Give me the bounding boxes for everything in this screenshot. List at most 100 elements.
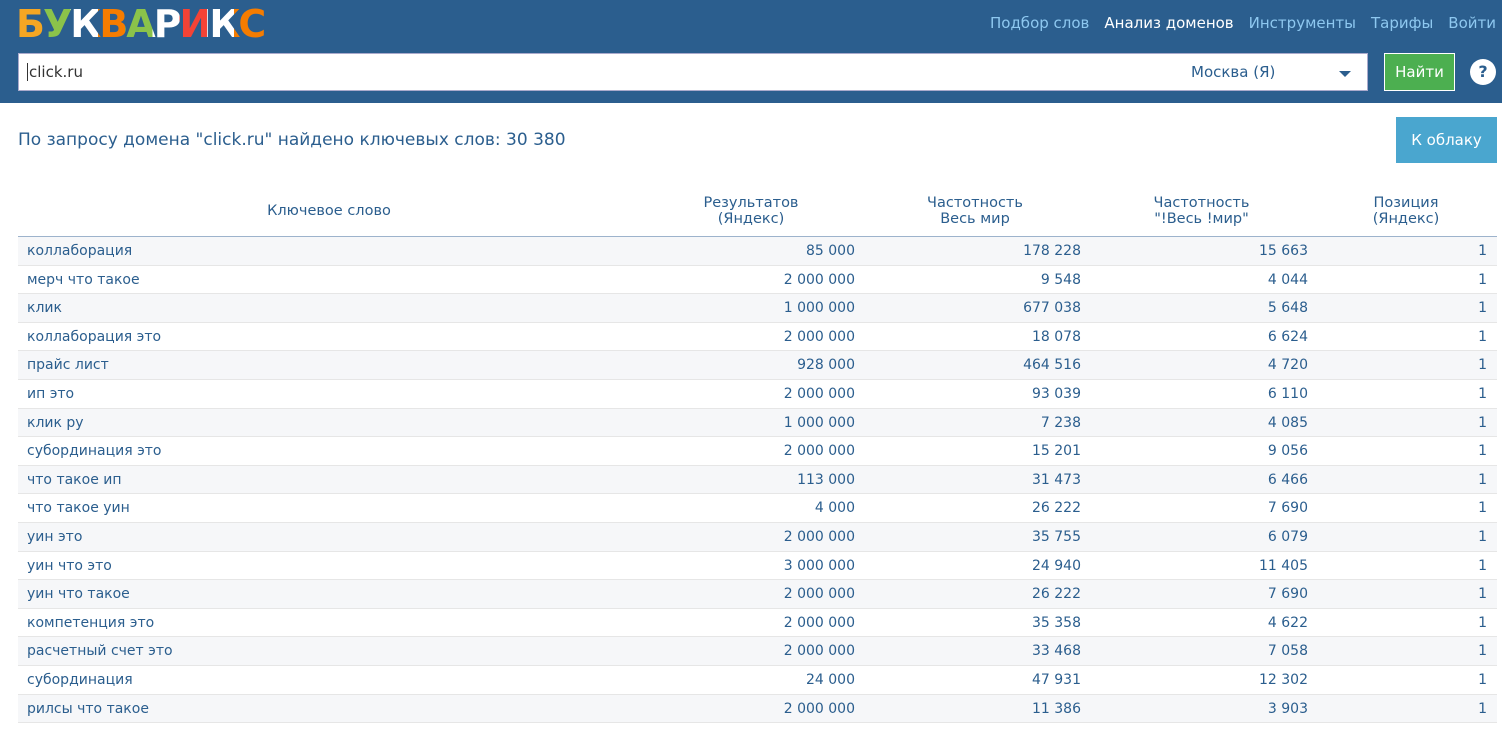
keyword-cell[interactable]: коллаборация [27,243,133,259]
value-cell: 113 000 [797,471,855,488]
value-cell: 4 085 [1267,414,1308,431]
keyword-cell[interactable]: уин это [27,528,83,545]
column-header[interactable]: Результатов (Яндекс) [703,194,799,227]
value-cell: 2 000 000 [783,614,855,631]
value-cell: 464 516 [1023,357,1081,374]
value-cell: 1 [1478,271,1487,288]
value-cell: 2 000 000 [783,443,855,460]
value-cell: 9 056 [1267,443,1308,460]
region-select[interactable]: Москва (Я) [1191,63,1276,81]
value-cell: 2 000 000 [783,643,855,660]
value-cell: 4 720 [1267,357,1308,374]
keyword-cell[interactable]: рилсы что такое [27,700,149,717]
keyword-cell[interactable]: субординация [27,671,133,688]
value-cell: 9 548 [1040,271,1081,288]
value-cell: 1 [1478,700,1487,717]
value-cell: 2 000 000 [783,385,855,402]
value-cell: 11 386 [1032,700,1081,717]
value-cell: 1 [1478,671,1487,688]
value-cell: 7 690 [1267,586,1308,603]
value-cell: 1 [1478,385,1487,402]
dropdown-arrow[interactable] [1339,71,1351,77]
keyword-cell[interactable]: прайс лист [27,357,109,374]
value-cell: 12 302 [1259,671,1308,688]
value-cell: 24 940 [1032,557,1081,574]
table-row: компетенция это 2 000 000 35 358 4 622 1 [18,609,1497,638]
keyword-cell[interactable]: уин что такое [27,586,130,603]
cloud-button[interactable]: К облаку [1396,117,1497,163]
nav-link[interactable]: Войти [1448,14,1496,32]
table-row: клик 1 000 000 677 038 5 648 1 [18,294,1497,323]
value-cell: 1 [1478,300,1487,317]
value-cell: 33 468 [1032,643,1081,660]
value-cell: 2 000 000 [783,528,855,545]
keyword-cell[interactable]: ип это [27,385,75,402]
nav: Подбор слов Анализ доменов Инструменты Тари… [990,14,1496,32]
search-input[interactable]: click.ru Москва (Я) [18,53,1368,91]
value-cell: 7 690 [1267,500,1308,517]
keyword-cell[interactable]: мерч что такое [27,271,140,288]
column-header[interactable]: Частотность Весь мир [927,194,1023,227]
keyword-cell[interactable]: компетенция это [27,614,155,631]
table-row: субординация 24 000 47 931 12 302 1 [18,666,1497,695]
table-row: субординация это 2 000 000 15 201 9 056 1 [18,437,1497,466]
table-row: уин что это 3 000 000 24 940 11 405 1 [18,552,1497,581]
value-cell: 35 755 [1032,528,1081,545]
value-cell: 1 [1478,471,1487,488]
value-cell: 1 [1478,643,1487,660]
value-cell: 6 110 [1267,385,1308,402]
nav-link[interactable]: Анализ доменов [1104,14,1234,32]
value-cell: 24 000 [806,671,855,688]
header: БУКВАРИКС Подбор слов Анализ доменов Инстр… [0,0,1502,103]
table-row: рилсы что такое 2 000 000 11 386 3 903 1 [18,694,1497,724]
value-cell: 928 000 [797,357,855,374]
value-cell: 1 [1478,443,1487,460]
value-cell: 1 [1478,414,1487,431]
value-cell: 1 [1478,614,1487,631]
value-cell: 93 039 [1032,385,1081,402]
keyword-cell[interactable]: субординация это [27,443,162,460]
value-cell: 1 [1478,586,1487,603]
keyword-cell[interactable]: что такое ип [27,471,122,488]
value-cell: 677 038 [1023,300,1081,317]
column-header[interactable]: Частотность "!Весь !мир" [1153,194,1250,227]
nav-link[interactable]: Подбор слов [989,14,1090,32]
keyword-cell[interactable]: клик [27,300,62,317]
value-cell: 1 000 000 [783,414,855,431]
table-row: мерч что такое 2 000 000 9 548 4 044 1 [18,266,1497,295]
value-cell: 7 238 [1040,414,1081,431]
value-cell: 6 079 [1267,528,1308,545]
value-cell: 1 [1478,528,1487,545]
value-cell: 2 000 000 [783,271,855,288]
table-row: ип это 2 000 000 93 039 6 110 1 [18,380,1497,409]
value-cell: 1 [1478,357,1487,374]
value-cell: 4 044 [1267,271,1308,288]
value-cell: 26 222 [1032,586,1081,603]
nav-link[interactable]: Тарифы [1371,14,1434,32]
value-cell: 6 466 [1267,471,1308,488]
table-row: что такое уин 4 000 26 222 7 690 1 [18,494,1497,523]
keyword-cell[interactable]: клик ру [27,414,84,431]
column-header[interactable]: Ключевое слово [267,202,391,219]
table-row: коллаборация это 2 000 000 18 078 6 624 1 [18,323,1497,352]
value-cell: 35 358 [1032,614,1081,631]
column-header[interactable]: Позиция (Яндекс) [1372,194,1440,227]
keyword-cell[interactable]: что такое уин [27,500,130,517]
value-cell: 15 663 [1259,243,1308,259]
nav-link[interactable]: Инструменты [1248,14,1356,32]
value-cell: 2 000 000 [783,328,855,345]
value-cell: 15 201 [1032,443,1081,460]
help-button[interactable]: ? [1470,59,1496,85]
query-text: click.ru [27,63,83,81]
logo[interactable]: БУКВАРИКС [16,2,266,46]
value-cell: 4 622 [1267,614,1308,631]
keyword-table: Ключевое слово Результатов (Яндекс) Частот… [18,185,1497,724]
keyword-cell[interactable]: расчетный счет это [27,643,173,660]
table-row: что такое ип 113 000 31 473 6 466 1 [18,465,1497,495]
keyword-cell[interactable]: уин что это [27,557,112,574]
search-button[interactable]: Найти [1384,53,1455,91]
table-row: расчетный счет это 2 000 000 33 468 7 058 1 [18,637,1497,666]
keyword-cell[interactable]: коллаборация это [27,328,162,345]
